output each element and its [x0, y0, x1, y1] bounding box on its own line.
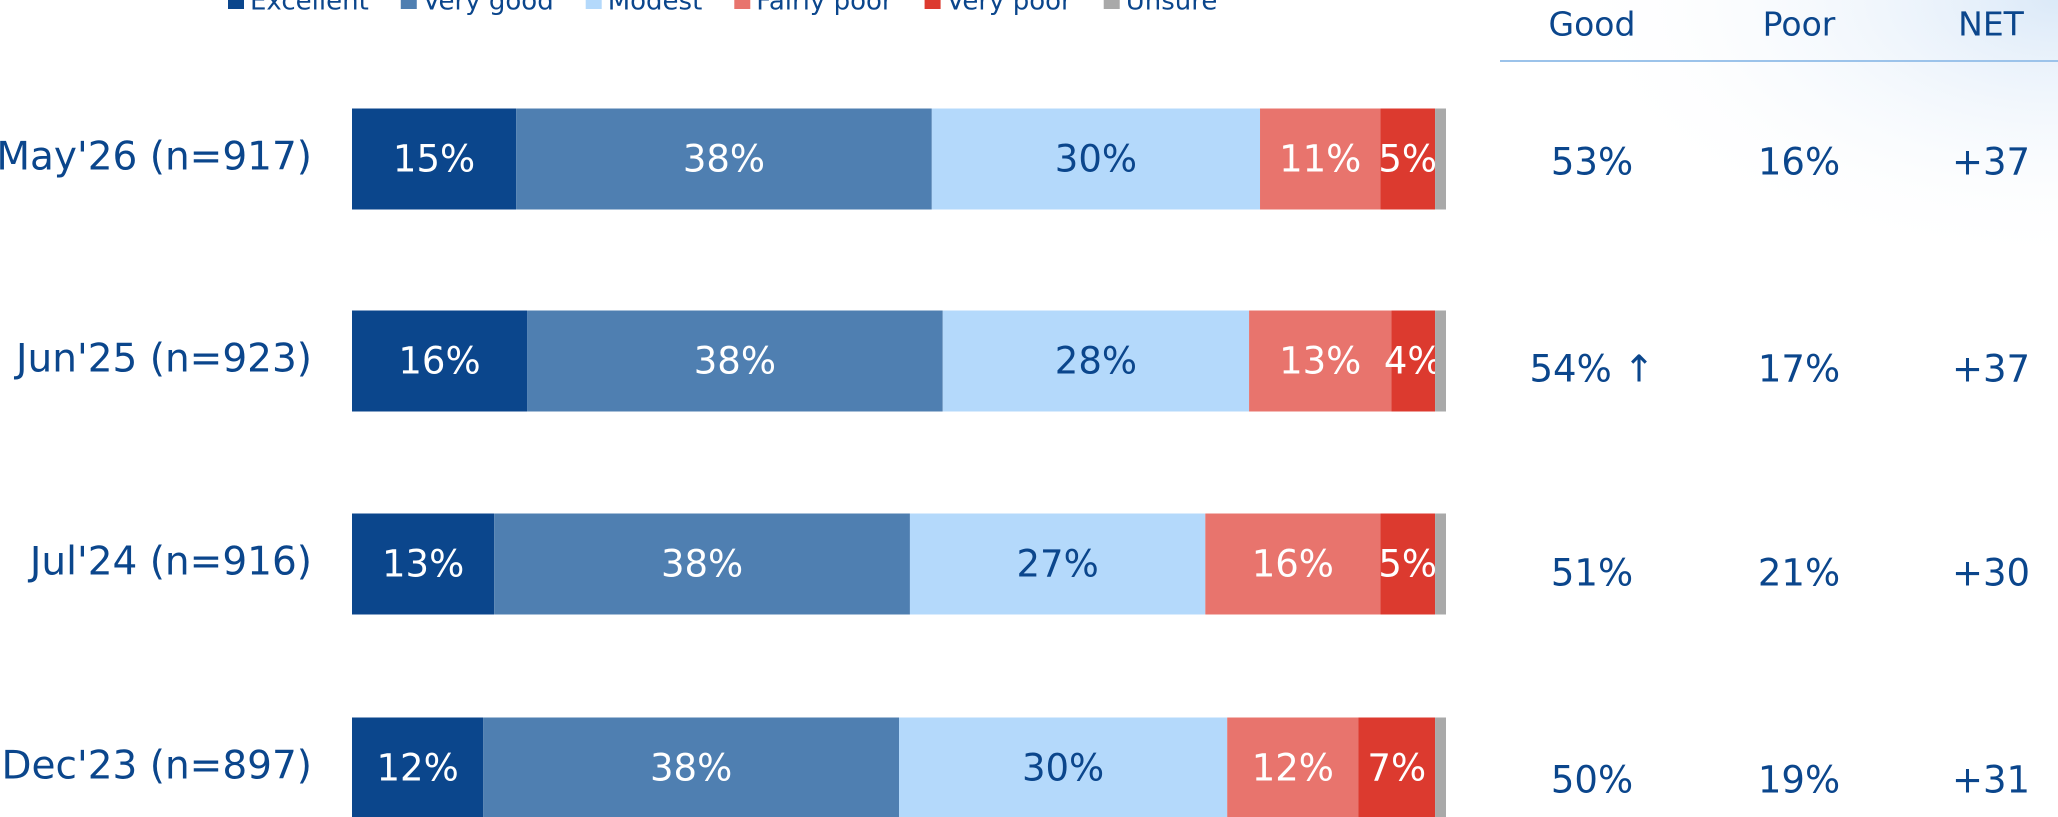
category-label: Jul'24 (n=916) — [27, 540, 312, 585]
value-label: 12% — [1252, 747, 1334, 790]
table-cell: 16% — [1758, 141, 1840, 184]
value-label: 38% — [683, 138, 765, 181]
bar-segment — [516, 108, 932, 210]
value-label: 11% — [1279, 138, 1361, 181]
category-label: May'26 (n=917) — [0, 135, 312, 180]
table-cell: 21% — [1758, 552, 1840, 595]
legend-swatch — [924, 0, 941, 9]
bar-segment — [1435, 310, 1446, 412]
value-label: 13% — [382, 543, 464, 586]
table-cell: +37 — [1952, 348, 2030, 391]
legend-swatch — [585, 0, 602, 9]
bar-segment — [1435, 108, 1446, 210]
table-cell: 53% — [1551, 141, 1633, 184]
bar-segment — [1227, 717, 1359, 817]
value-label: 16% — [398, 340, 480, 383]
bar-segment — [352, 310, 528, 412]
bar-segment — [1380, 108, 1436, 210]
bar-segment — [899, 717, 1228, 817]
legend-label: Fairly poor — [756, 0, 893, 17]
value-label: 27% — [1017, 543, 1099, 586]
category-label: Jun'25 (n=923) — [13, 337, 312, 382]
legend-label: Modest — [608, 0, 703, 17]
value-label: 5% — [1378, 543, 1437, 586]
background-glow — [1500, 0, 2058, 300]
bar-segment — [1380, 513, 1436, 615]
table-cell: +31 — [1952, 759, 2030, 802]
bar-segment — [1391, 310, 1436, 412]
table-cell: +37 — [1952, 141, 2030, 184]
category-label: Dec'23 (n=897) — [2, 744, 312, 789]
bar-segment — [1435, 513, 1446, 615]
table-cell: 50% — [1551, 759, 1633, 802]
value-label: 5% — [1378, 138, 1437, 181]
value-label: 38% — [661, 543, 743, 586]
table-header: Poor — [1763, 5, 1836, 44]
value-label: 4% — [1384, 340, 1443, 383]
bar-segment — [1358, 717, 1436, 817]
table-header: NET — [1958, 5, 2025, 44]
legend-label: Excellent — [250, 0, 369, 17]
legend-swatch — [228, 0, 244, 9]
value-label: 12% — [377, 747, 459, 790]
bar-segment — [931, 108, 1261, 210]
table-header: Good — [1549, 5, 1636, 44]
bar-segment — [909, 513, 1206, 615]
legend-swatch — [400, 0, 417, 9]
bar-segment — [494, 513, 910, 615]
value-label: 30% — [1055, 138, 1137, 181]
value-label: 16% — [1252, 543, 1334, 586]
bar-segment — [1260, 108, 1381, 210]
legend-label: Very good — [423, 0, 554, 17]
table-cell: 54% ↑ — [1529, 348, 1654, 391]
legend-label: Very poor — [947, 0, 1072, 17]
value-label: 7% — [1367, 747, 1426, 790]
bar-segment — [942, 310, 1250, 412]
bar-segment — [1435, 717, 1446, 817]
value-label: 15% — [393, 138, 475, 181]
bar-segment — [527, 310, 943, 412]
value-label: 38% — [694, 340, 776, 383]
bar-segment — [352, 717, 484, 817]
value-label: 13% — [1279, 340, 1361, 383]
legend-label: Unsure — [1126, 0, 1218, 17]
bar-segment — [352, 108, 517, 210]
legend-swatch — [1103, 0, 1120, 9]
bar-segment — [483, 717, 899, 817]
bar-segment — [1249, 310, 1392, 412]
table-cell: +30 — [1952, 552, 2030, 595]
value-label: 30% — [1022, 747, 1104, 790]
bar-segment — [1205, 513, 1381, 615]
legend-swatch — [734, 0, 751, 9]
table-cell: 19% — [1758, 759, 1840, 802]
value-label: 28% — [1055, 340, 1137, 383]
bar-segment — [352, 513, 495, 615]
table-cell: 51% — [1551, 552, 1633, 595]
table-cell: 17% — [1758, 348, 1840, 391]
value-label: 38% — [650, 747, 732, 790]
